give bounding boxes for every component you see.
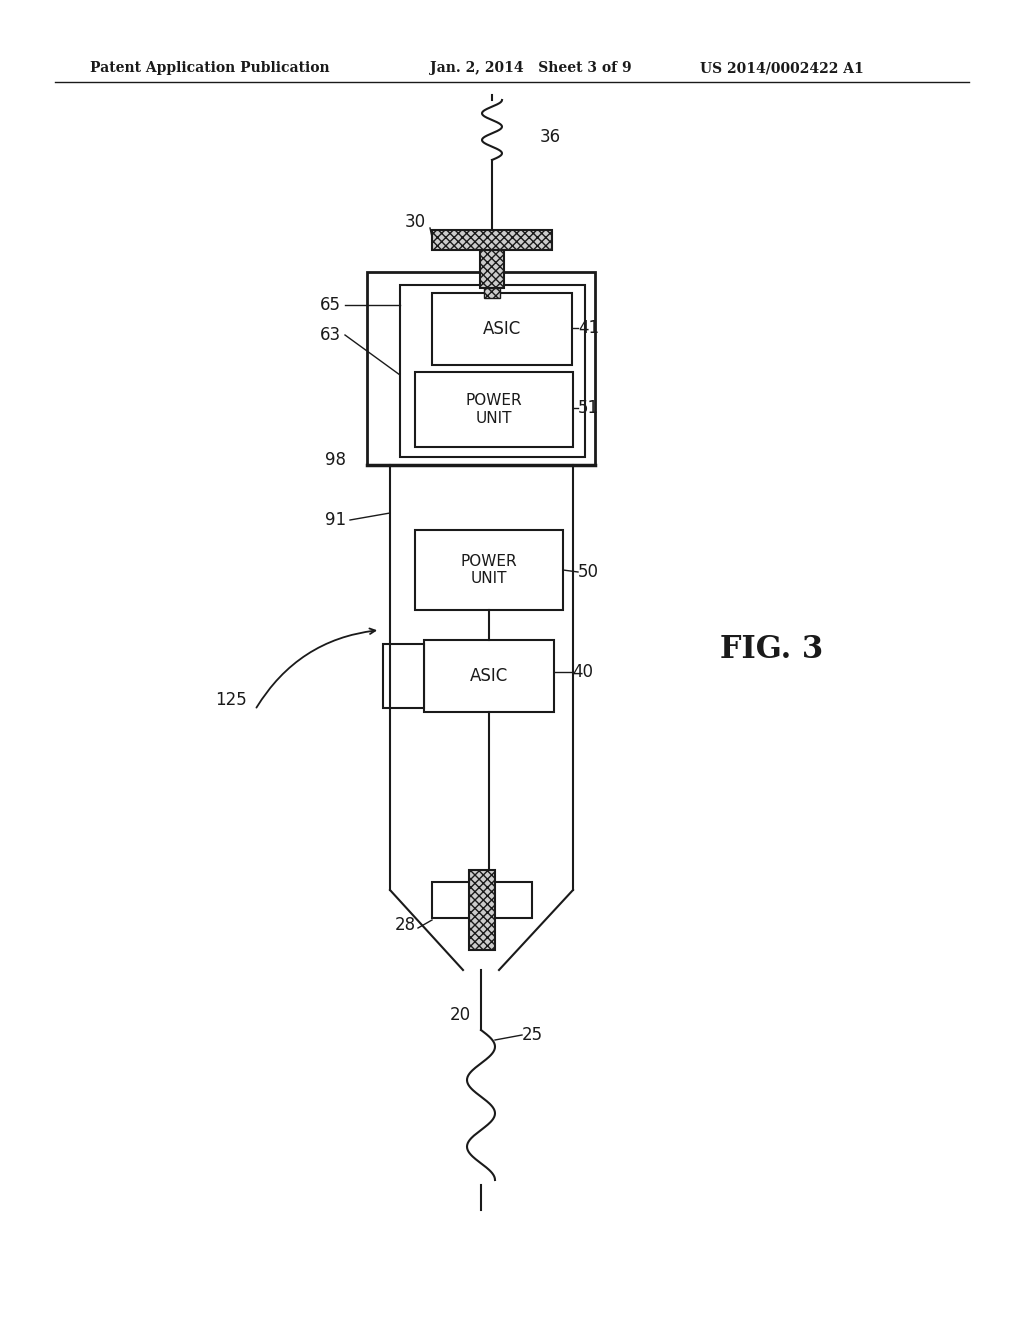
Bar [383,644,424,708]
Bar [495,882,532,917]
Text: 63: 63 [319,326,341,345]
Text: 41: 41 [578,319,599,337]
Bar [424,640,554,711]
Text: 40: 40 [572,663,593,681]
Text: POWER
UNIT: POWER UNIT [466,393,522,425]
Text: 51: 51 [578,399,599,417]
Bar [432,882,469,917]
Text: 50: 50 [578,564,599,581]
Text: 98: 98 [325,451,346,469]
Bar [432,230,552,249]
Bar [480,249,504,288]
Bar [432,293,572,366]
Text: 65: 65 [319,296,341,314]
Text: 30: 30 [406,213,426,231]
Text: ASIC: ASIC [483,319,521,338]
Text: 25: 25 [522,1026,543,1044]
Bar [400,285,585,457]
Text: 91: 91 [325,511,346,529]
Bar [469,870,495,950]
Text: FIG. 3: FIG. 3 [720,635,823,665]
Text: US 2014/0002422 A1: US 2014/0002422 A1 [700,61,864,75]
Text: Jan. 2, 2014   Sheet 3 of 9: Jan. 2, 2014 Sheet 3 of 9 [430,61,632,75]
Bar [367,272,595,465]
Text: 36: 36 [540,128,561,147]
Text: 125: 125 [215,690,247,709]
Bar [484,288,500,298]
Text: Patent Application Publication: Patent Application Publication [90,61,330,75]
Text: ASIC: ASIC [470,667,508,685]
Bar [415,531,563,610]
Text: 20: 20 [450,1006,471,1024]
Text: 28: 28 [395,916,416,935]
Bar [415,372,573,447]
Text: POWER
UNIT: POWER UNIT [461,554,517,586]
